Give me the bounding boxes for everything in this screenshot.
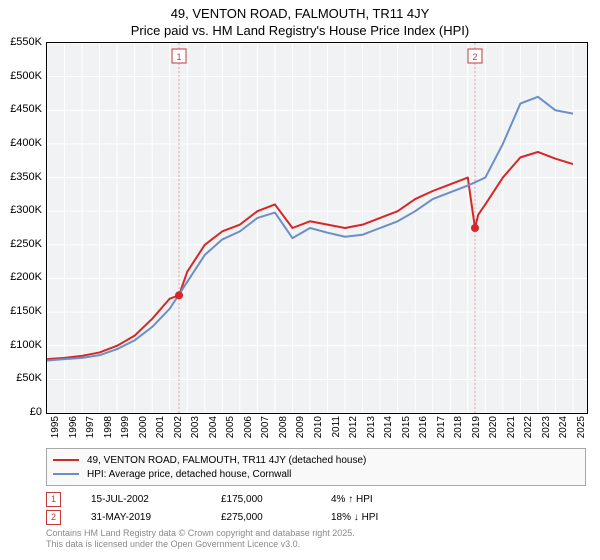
chart-container: 49, VENTON ROAD, FALMOUTH, TR11 4JY Pric… <box>0 0 600 560</box>
footer-line2: This data is licensed under the Open Gov… <box>46 539 355 550</box>
legend-label: HPI: Average price, detached house, Corn… <box>87 469 291 480</box>
sale-price: £275,000 <box>221 512 331 523</box>
legend-label: 49, VENTON ROAD, FALMOUTH, TR11 4JY (det… <box>87 455 366 466</box>
sale-marker-box: 2 <box>46 510 61 525</box>
xtick-label: 1997 <box>85 416 96 438</box>
xtick-label: 2008 <box>278 416 289 438</box>
footer-line1: Contains HM Land Registry data © Crown c… <box>46 528 355 539</box>
xtick-label: 2010 <box>313 416 324 438</box>
title-subtitle: Price paid vs. HM Land Registry's House … <box>0 23 600 38</box>
xtick-label: 2006 <box>243 416 254 438</box>
ytick-label: £150K <box>2 305 42 317</box>
legend-item-hpi: HPI: Average price, detached house, Corn… <box>53 467 579 481</box>
xtick-label: 1995 <box>50 416 61 438</box>
xtick-label: 2012 <box>348 416 359 438</box>
ytick-label: £500K <box>2 70 42 82</box>
xtick-label: 2022 <box>523 416 534 438</box>
svg-text:1: 1 <box>177 52 182 62</box>
xtick-label: 2007 <box>260 416 271 438</box>
xtick-label: 2018 <box>453 416 464 438</box>
ytick-label: £250K <box>2 238 42 250</box>
sale-price: £175,000 <box>221 494 331 505</box>
xtick-label: 2003 <box>190 416 201 438</box>
title-block: 49, VENTON ROAD, FALMOUTH, TR11 4JY Pric… <box>0 0 600 38</box>
xtick-label: 2019 <box>471 416 482 438</box>
xtick-label: 2013 <box>366 416 377 438</box>
title-address: 49, VENTON ROAD, FALMOUTH, TR11 4JY <box>0 6 600 21</box>
footer: Contains HM Land Registry data © Crown c… <box>46 528 355 551</box>
ytick-label: £100K <box>2 339 42 351</box>
legend-item-property: 49, VENTON ROAD, FALMOUTH, TR11 4JY (det… <box>53 453 579 467</box>
sale-diff: 4% ↑ HPI <box>331 494 441 505</box>
sale-diff: 18% ↓ HPI <box>331 512 441 523</box>
ytick-label: £550K <box>2 36 42 48</box>
xtick-label: 2016 <box>418 416 429 438</box>
legend-swatch <box>53 473 79 475</box>
xtick-label: 2001 <box>155 416 166 438</box>
xtick-label: 2014 <box>383 416 394 438</box>
xtick-label: 2004 <box>208 416 219 438</box>
xtick-label: 2005 <box>225 416 236 438</box>
xtick-label: 1998 <box>103 416 114 438</box>
ytick-label: £350K <box>2 171 42 183</box>
xtick-label: 2021 <box>506 416 517 438</box>
xtick-label: 2000 <box>138 416 149 438</box>
sale-marker-box: 1 <box>46 492 61 507</box>
legend: 49, VENTON ROAD, FALMOUTH, TR11 4JY (det… <box>46 448 586 486</box>
xtick-label: 2025 <box>576 416 587 438</box>
xtick-label: 2015 <box>401 416 412 438</box>
sale-row: 1 15-JUL-2002 £175,000 4% ↑ HPI <box>46 490 441 508</box>
ytick-label: £400K <box>2 137 42 149</box>
xtick-label: 1999 <box>120 416 131 438</box>
xtick-label: 2009 <box>295 416 306 438</box>
plot-area: 12 <box>46 42 588 414</box>
chart-svg: 12 <box>47 43 587 413</box>
sale-date: 31-MAY-2019 <box>91 512 221 523</box>
sale-row: 2 31-MAY-2019 £275,000 18% ↓ HPI <box>46 508 441 526</box>
xtick-label: 2024 <box>558 416 569 438</box>
xtick-label: 2020 <box>488 416 499 438</box>
xtick-label: 2017 <box>436 416 447 438</box>
legend-swatch <box>53 459 79 461</box>
ytick-label: £50K <box>2 372 42 384</box>
xtick-label: 2011 <box>331 416 342 438</box>
ytick-label: £200K <box>2 271 42 283</box>
xtick-label: 2023 <box>541 416 552 438</box>
svg-text:2: 2 <box>472 52 477 62</box>
sales-table: 1 15-JUL-2002 £175,000 4% ↑ HPI 2 31-MAY… <box>46 490 441 526</box>
ytick-label: £450K <box>2 103 42 115</box>
ytick-label: £0 <box>2 406 42 418</box>
ytick-label: £300K <box>2 204 42 216</box>
sale-date: 15-JUL-2002 <box>91 494 221 505</box>
xtick-label: 1996 <box>68 416 79 438</box>
xtick-label: 2002 <box>173 416 184 438</box>
